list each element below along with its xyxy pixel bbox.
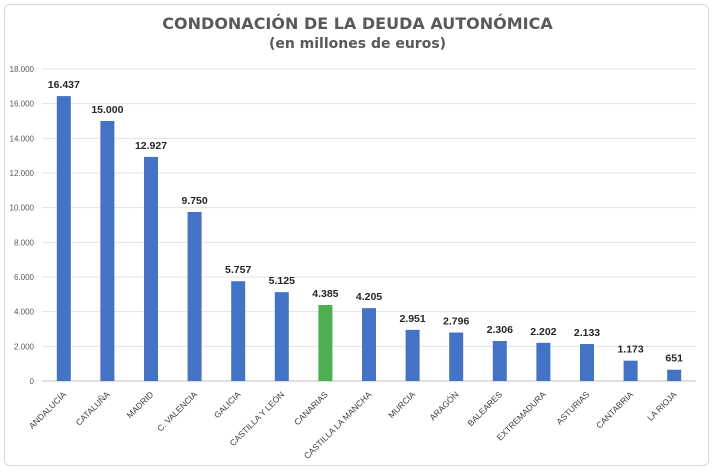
data-label: 5.757 — [225, 264, 251, 276]
y-tick-label: 8.000 — [14, 238, 35, 247]
bar — [667, 369, 682, 381]
data-label: 5.125 — [269, 275, 295, 287]
y-tick-label: 4.000 — [14, 308, 35, 317]
data-label: 4.205 — [356, 291, 382, 303]
data-label: 15.000 — [91, 104, 123, 116]
y-tick-label: 16.000 — [10, 100, 35, 109]
data-label: 651 — [665, 353, 683, 365]
y-tick-label: 14.000 — [10, 134, 35, 143]
data-label: 2.306 — [487, 324, 513, 336]
data-label: 12.927 — [135, 140, 167, 152]
data-label: 1.173 — [617, 344, 643, 356]
x-tick-label: ANDALUCÍA — [27, 389, 69, 431]
data-label: 4.385 — [312, 288, 338, 300]
x-tick-label: C. VALENCIA — [155, 389, 199, 433]
x-tick-label: BALEARES — [465, 389, 504, 428]
x-tick-label: MURCIA — [386, 389, 417, 420]
y-tick-label: 2.000 — [14, 342, 35, 351]
bar — [274, 292, 289, 381]
chart-frame — [4, 4, 709, 466]
y-tick-label: 0 — [30, 377, 35, 386]
bar — [318, 304, 333, 381]
bar — [449, 332, 464, 381]
bar — [100, 121, 115, 381]
data-label: 9.750 — [181, 195, 207, 207]
chart-title: CONDONACIÓN DE LA DEUDA AUTONÓMICA — [162, 14, 553, 33]
bar — [362, 308, 376, 381]
x-tick-label: GALICIA — [212, 389, 243, 420]
data-label: 2.951 — [399, 313, 425, 325]
bar — [187, 212, 202, 381]
data-label: 2.202 — [530, 326, 556, 338]
y-tick-label: 18.000 — [10, 65, 35, 74]
bar — [56, 96, 71, 381]
x-tick-label: CATALUÑA — [74, 389, 112, 427]
x-tick-label: CANARIAS — [292, 389, 330, 427]
y-tick-label: 6.000 — [14, 273, 35, 282]
y-tick-label: 12.000 — [10, 169, 35, 178]
x-tick-label: CANTABRIA — [594, 389, 635, 430]
x-tick-label: LA RIOJA — [645, 389, 679, 423]
x-tick-label: MADRID — [125, 389, 156, 420]
bar — [536, 342, 551, 381]
bar — [231, 281, 246, 381]
bar — [405, 329, 420, 381]
x-tick-label: ARAGÓN — [427, 389, 460, 422]
data-label: 16.437 — [48, 79, 80, 91]
bar — [144, 156, 158, 381]
chart-subtitle: (en millones de euros) — [268, 36, 447, 52]
bar — [623, 360, 638, 381]
bar — [580, 344, 594, 381]
data-label: 2.796 — [443, 316, 469, 328]
data-label: 2.133 — [574, 327, 600, 339]
x-tick-label: ASTURIAS — [554, 389, 591, 426]
y-tick-label: 10.000 — [10, 204, 35, 213]
bar — [492, 341, 507, 381]
